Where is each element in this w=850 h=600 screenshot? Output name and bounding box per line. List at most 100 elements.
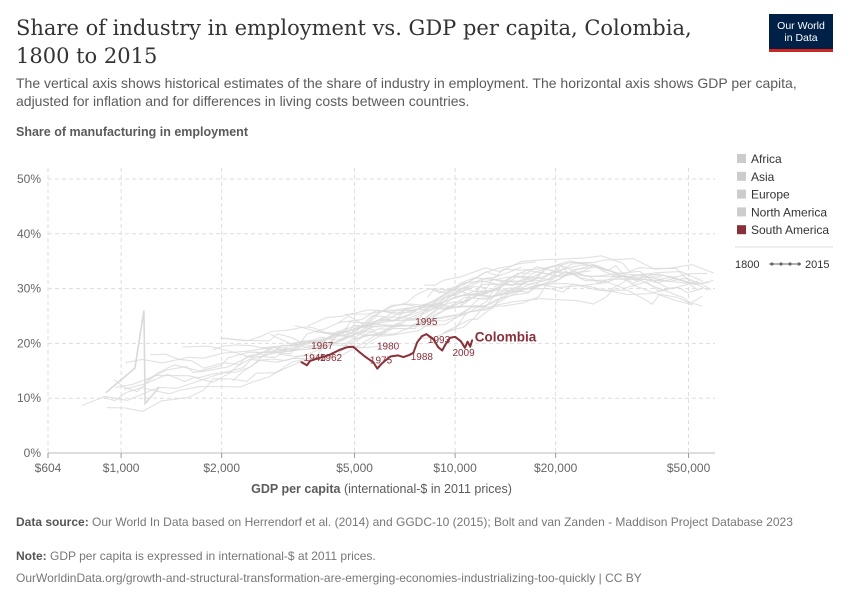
legend-swatch (737, 171, 746, 181)
year-label: 1962 (320, 353, 343, 364)
data-point (358, 350, 360, 353)
data-point (444, 343, 447, 346)
legend-swatch (737, 154, 746, 163)
background-country-line (105, 310, 160, 406)
year-label: 1967 (311, 341, 334, 352)
year-label: 1980 (377, 341, 400, 352)
background-country-line (123, 266, 522, 390)
legend-label: Africa (751, 152, 782, 166)
background-country-line (150, 271, 500, 369)
data-point (346, 346, 348, 349)
timeline-dot (797, 262, 801, 266)
data-point (364, 356, 367, 358)
source-url[interactable]: OurWorldinData.org/growth-and-structural… (16, 571, 642, 585)
background-country-line (424, 255, 709, 291)
data-point (306, 364, 308, 367)
data-point (376, 367, 379, 370)
y-tick-label: 20% (17, 336, 41, 350)
chart-subtitle: The vertical axis shows historical estim… (16, 75, 797, 109)
data-point (416, 341, 419, 344)
year-label: 1945 (304, 353, 327, 364)
data-point (421, 335, 423, 338)
y-tick-label: 10% (17, 391, 41, 405)
x-axis-label-bold: GDP per capita (251, 482, 341, 496)
legend-swatch (737, 225, 746, 235)
legend-swatch (737, 189, 746, 199)
y-tick-label: 0% (24, 446, 42, 460)
data-source: Data source: Our World In Data based on … (16, 514, 826, 530)
background-country-line (416, 271, 662, 340)
x-tick-label: $2,000 (203, 461, 240, 475)
x-axis-label-units: (international-$ in 2011 prices) (341, 482, 512, 496)
background-country-lines (81, 255, 715, 413)
timeline-dot (788, 262, 792, 266)
timeline-end: 2015 (805, 259, 829, 271)
timeline-start: 1800 (735, 259, 759, 271)
note-text: GDP per capita is expressed in internati… (46, 549, 376, 563)
data-point (317, 357, 320, 359)
background-country-line (81, 344, 389, 406)
timeline-dot (779, 262, 783, 266)
data-point (381, 362, 384, 364)
background-country-line (307, 283, 703, 327)
y-axis-label: Share of manufacturing in employment (16, 125, 249, 139)
data-point (460, 340, 462, 342)
timeline-legend: 1800 2015 (735, 259, 829, 271)
data-point (464, 346, 466, 349)
legend-label: Asia (751, 170, 775, 184)
data-point (402, 356, 405, 358)
x-tick-label: $604 (35, 461, 62, 475)
background-country-line (261, 286, 487, 353)
data-point (412, 351, 415, 354)
grid (47, 168, 715, 454)
background-country-line (278, 260, 710, 358)
data-point (437, 346, 440, 349)
x-tick-label: $5,000 (336, 461, 373, 475)
data-point (300, 361, 302, 363)
data-point (441, 349, 444, 352)
background-country-line (102, 308, 416, 402)
data-point (425, 333, 428, 335)
data-point (432, 338, 435, 340)
data-point (454, 336, 456, 338)
data-point (466, 340, 469, 343)
data-point (397, 354, 399, 357)
x-tick-label: $10,000 (433, 461, 477, 475)
data-source-label: Data source: (16, 515, 89, 529)
y-tick-label: 40% (17, 227, 41, 241)
background-country-line (145, 279, 534, 382)
data-point (372, 361, 375, 364)
owid-logo[interactable]: Our World in Data (769, 14, 833, 52)
legend[interactable]: Africa Asia Europe North America South Ameri… (735, 152, 833, 248)
year-label: 2009 (452, 348, 475, 359)
x-axis-label: GDP per capita (international-$ in 2011 … (251, 482, 512, 496)
legend-label: North America (751, 205, 827, 219)
background-country-line (113, 325, 375, 393)
data-point (408, 354, 411, 356)
background-country-line (430, 264, 712, 309)
background-country-line (294, 257, 715, 338)
y-tick-label: 30% (17, 282, 41, 296)
series-line-colombia (300, 333, 474, 370)
legend-swatch (737, 207, 746, 217)
data-source-text: Our World In Data based on Herrendorf et… (88, 515, 793, 529)
year-label: 1975 (370, 356, 393, 367)
y-tick-label: 50% (17, 172, 41, 186)
data-point (389, 355, 392, 358)
axes: Share of manufacturing in employment 0% 10… (16, 125, 711, 496)
x-tick-label: $50,000 (667, 461, 711, 475)
year-label: 1995 (415, 317, 438, 328)
x-tick-label: $1,000 (103, 461, 140, 475)
data-point (309, 360, 311, 362)
note-label: Note: (16, 549, 47, 563)
data-point (471, 339, 473, 341)
legend-label: South America (751, 223, 829, 237)
data-point (328, 354, 331, 356)
year-label: 1988 (411, 352, 434, 363)
x-tick-label: $20,000 (534, 461, 578, 475)
timeline-dot (770, 262, 774, 266)
series-label-colombia: Colombia (475, 329, 537, 344)
data-point (469, 345, 472, 348)
